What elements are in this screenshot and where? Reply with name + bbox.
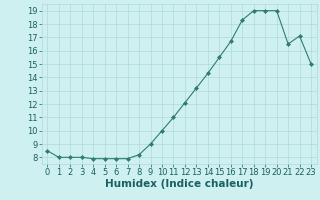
- X-axis label: Humidex (Indice chaleur): Humidex (Indice chaleur): [105, 179, 253, 189]
